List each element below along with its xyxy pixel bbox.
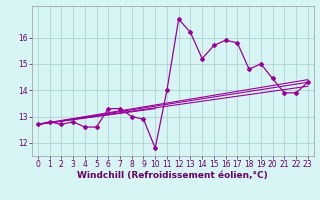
X-axis label: Windchill (Refroidissement éolien,°C): Windchill (Refroidissement éolien,°C) <box>77 171 268 180</box>
